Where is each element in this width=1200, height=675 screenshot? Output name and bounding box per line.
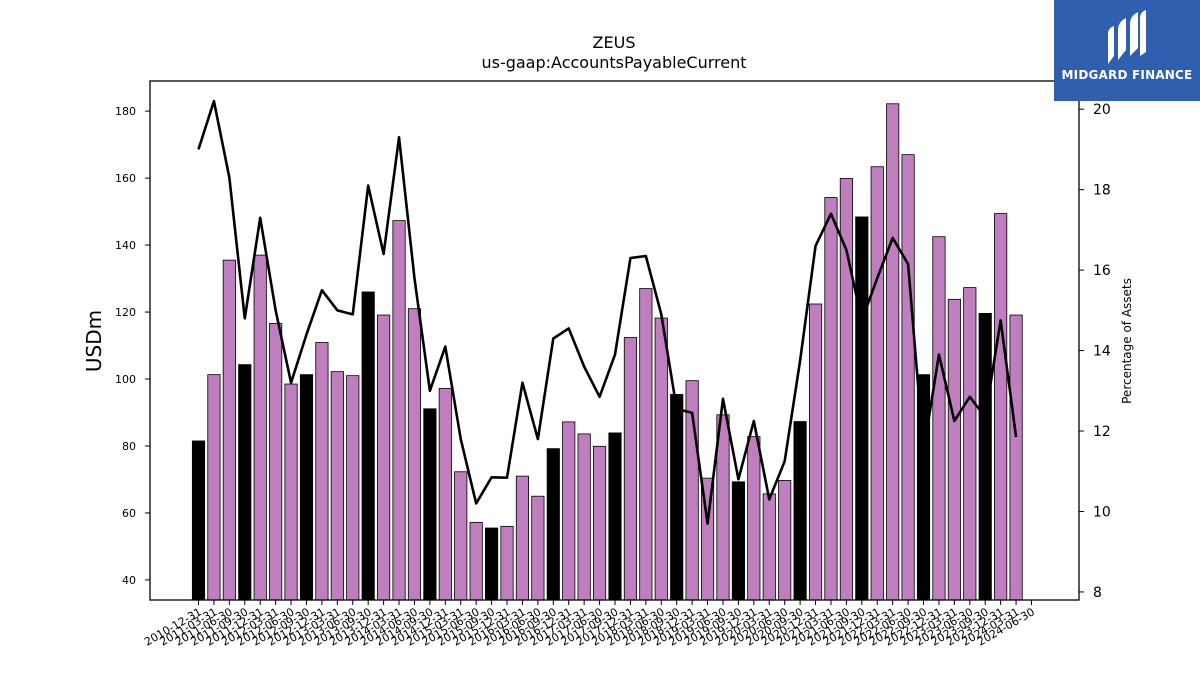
bar <box>731 481 745 601</box>
bar <box>346 375 360 601</box>
bar <box>778 480 792 601</box>
logo-text: MIDGARD FINANCE <box>1061 68 1193 82</box>
bar <box>901 154 915 601</box>
y2-tick-label: 10 <box>1093 504 1111 520</box>
bar <box>870 166 884 601</box>
bar <box>546 448 560 601</box>
y2-tick-label: 12 <box>1093 424 1111 440</box>
bar <box>207 374 221 601</box>
chart-title: ZEUS <box>593 33 636 52</box>
bar <box>963 287 977 601</box>
y-tick-label: 60 <box>122 507 136 520</box>
bar <box>932 236 946 601</box>
bar <box>330 371 344 601</box>
y-tick-label: 120 <box>115 306 136 319</box>
y-tick-label: 100 <box>115 373 136 386</box>
y2-tick-label: 16 <box>1093 263 1111 279</box>
y-tick-label: 40 <box>122 574 136 587</box>
bar <box>407 308 422 601</box>
bar <box>654 317 668 601</box>
bar <box>423 408 437 601</box>
y2-tick-label: 18 <box>1093 183 1111 199</box>
line-group <box>197 99 1018 525</box>
bar <box>392 220 406 601</box>
bar <box>762 493 776 601</box>
bar <box>469 521 483 601</box>
bar <box>438 387 452 601</box>
bar <box>299 374 314 601</box>
bar <box>269 323 283 601</box>
bar <box>886 103 900 601</box>
bar <box>361 291 375 601</box>
y2-axis-label: Percentage of Assets <box>1120 278 1134 404</box>
bar <box>577 433 591 601</box>
bar <box>515 475 530 601</box>
y-tick-label: 140 <box>115 239 136 252</box>
bar <box>253 254 267 601</box>
bar <box>500 525 514 601</box>
bars-group <box>191 103 1023 601</box>
bar <box>593 445 607 601</box>
y-tick-label: 180 <box>115 105 136 118</box>
bar <box>531 495 545 601</box>
series-line <box>197 99 1018 525</box>
bar <box>947 298 961 601</box>
chart-subtitle: us-gaap:AccountsPayableCurrent <box>481 53 746 72</box>
axes-group: 40608010012014016018081012141618202010-1… <box>115 80 1111 649</box>
bar <box>562 421 576 601</box>
bar <box>747 436 761 601</box>
logo-badge: MIDGARD FINANCE <box>1054 0 1200 101</box>
bar <box>808 303 823 601</box>
bar <box>315 342 329 601</box>
bar <box>978 312 992 601</box>
bar <box>191 440 206 601</box>
bar <box>238 364 252 601</box>
bar <box>1009 314 1023 601</box>
bar <box>284 383 298 601</box>
y2-tick-label: 20 <box>1093 102 1111 118</box>
bar <box>222 259 236 601</box>
y-tick-label: 80 <box>122 440 136 453</box>
y-tick-label: 160 <box>115 172 136 185</box>
bar <box>485 527 499 601</box>
y2-tick-label: 8 <box>1093 585 1102 601</box>
bar <box>454 471 468 601</box>
bar <box>623 337 638 601</box>
bar <box>994 213 1008 601</box>
bar <box>639 288 653 601</box>
bar <box>377 314 391 601</box>
bar <box>670 394 684 601</box>
midgard-logo-icon <box>1108 10 1146 64</box>
bar <box>608 432 622 601</box>
bar <box>855 216 869 601</box>
bar <box>824 197 838 601</box>
y-axis-label: USDm <box>82 310 106 372</box>
bar <box>793 421 807 601</box>
y2-tick-label: 14 <box>1093 344 1111 360</box>
